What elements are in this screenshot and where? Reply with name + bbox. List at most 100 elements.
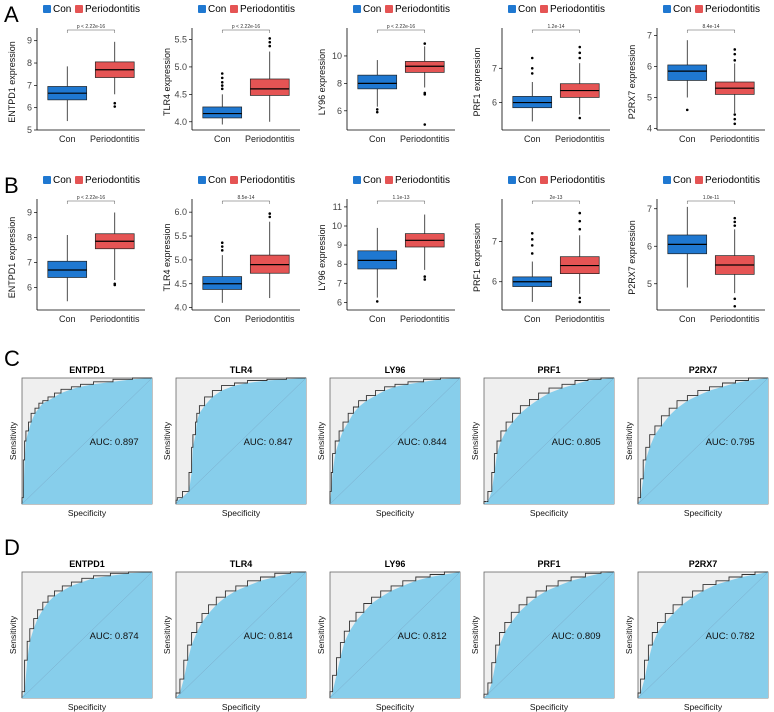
box-periodontitis-outlier	[113, 105, 117, 108]
roc-auc-label: AUC: 0.782	[706, 631, 755, 642]
roc-title: ENTPD1	[69, 365, 105, 375]
legend-label-periodontitis: Periodontitis	[395, 175, 450, 186]
box-con-outlier	[220, 84, 224, 87]
box-con-outlier	[220, 80, 224, 84]
y-tick-label: 9	[27, 36, 32, 46]
legend-swatch-con	[198, 176, 206, 184]
roc-curve	[483, 377, 614, 504]
y-tick-label: 4.0	[174, 303, 187, 313]
roc-d-ly96: LY96 AUC: 0.812 Specificity Sensitivity	[316, 559, 461, 712]
box-periodontitis-outlier	[733, 297, 737, 301]
pvalue-bracket	[221, 29, 271, 33]
y-tick-label: 6.0	[174, 207, 187, 217]
box-periodontitis-outlier	[733, 220, 737, 224]
roc-x-label: Specificity	[68, 702, 107, 712]
legend-label-periodontitis: Periodontitis	[395, 4, 450, 15]
legend-swatch-con	[43, 5, 51, 13]
box-periodontitis-outlier	[733, 216, 737, 220]
roc-c-prf1: PRF1 AUC: 0.805 Specificity Sensitivity	[470, 365, 615, 518]
pvalue-label: p < 2.22e-16	[77, 24, 105, 30]
roc-diagonal	[175, 571, 307, 699]
box-periodontitis-outlier	[423, 91, 427, 95]
y-tick-label: 7	[647, 31, 652, 41]
legend-label-con: Con	[363, 175, 381, 186]
legend-swatch-periodontitis	[385, 176, 393, 184]
y-axis-label: LY96 expression	[317, 224, 327, 290]
legend-swatch-con	[663, 5, 671, 13]
box-con-outlier	[220, 245, 224, 248]
y-tick-label: 10	[332, 51, 342, 61]
legend-label-periodontitis: Periodontitis	[85, 4, 140, 15]
box-periodontitis-outlier	[733, 117, 737, 121]
roc-c-entpd1: ENTPD1 AUC: 0.897 Specificity Sensitivity	[8, 365, 153, 518]
pvalue-label: p < 2.22e-16	[77, 195, 105, 201]
box-con-iqr	[202, 276, 243, 290]
box-periodontitis-outlier	[578, 116, 582, 120]
roc-title: LY96	[385, 365, 406, 375]
box-periodontitis-outlier	[733, 52, 737, 56]
box-periodontitis-outlier	[423, 123, 427, 126]
roc-x-label: Specificity	[68, 508, 107, 518]
y-tick-label: 8	[337, 78, 342, 88]
panel-letter-a: A	[4, 2, 19, 27]
y-tick-label: 4.0	[174, 117, 187, 127]
box-periodontitis-outlier	[578, 45, 582, 49]
roc-curve	[175, 377, 306, 504]
roc-title: TLR4	[230, 559, 253, 569]
y-tick-label: 4	[647, 123, 652, 133]
box-periodontitis-outlier	[733, 122, 737, 126]
roc-curve	[637, 571, 768, 698]
y-tick-label: 6	[647, 62, 652, 72]
roc-diagonal	[329, 377, 461, 505]
roc-x-label: Specificity	[684, 508, 723, 518]
y-axis-label: PRF1 expression	[472, 223, 482, 292]
box-con-outlier	[375, 108, 379, 111]
legend-swatch-periodontitis	[230, 5, 238, 13]
roc-c-p2rx7: P2RX7 AUC: 0.795 Specificity Sensitivity	[624, 365, 769, 518]
roc-diagonal	[637, 571, 769, 699]
roc-title: TLR4	[230, 365, 253, 375]
y-axis-label: P2RX7 expression	[627, 220, 637, 295]
roc-y-label: Sensitivity	[8, 615, 18, 654]
legend-swatch-periodontitis	[540, 176, 548, 184]
pvalue-label: p < 2.22e-16	[387, 24, 415, 30]
roc-diagonal	[175, 377, 307, 505]
box-con-outlier	[220, 76, 224, 80]
y-tick-label: 5.0	[174, 62, 187, 72]
boxplot-b-ly96: Con Periodontitis 6 7 8 9 10 11 LY96 expression 1…	[317, 175, 455, 324]
roc-curve	[175, 571, 306, 698]
x-tick-label-con: Con	[524, 314, 541, 324]
box-con-outlier	[375, 300, 379, 303]
boxplot-b-p2rx7: Con Periodontitis 5 6 7 P2RX7 expression 1.0e-…	[627, 175, 765, 324]
boxplot-a-entpd1: Con Periodontitis 5 6 7 8 9 ENTPD1 expression p …	[7, 4, 145, 144]
box-periodontitis-outlier	[733, 304, 737, 308]
box-con-outlier	[220, 249, 224, 252]
pvalue-label: 1.1e-13	[393, 195, 410, 201]
x-tick-label-periodontitis: Periodontitis	[555, 134, 605, 144]
roc-title: P2RX7	[689, 365, 718, 375]
x-tick-label-periodontitis: Periodontitis	[555, 314, 605, 324]
pvalue-bracket	[686, 29, 736, 33]
roc-y-label: Sensitivity	[316, 615, 326, 654]
roc-x-label: Specificity	[684, 702, 723, 712]
boxplot-a-p2rx7: Con Periodontitis 4 5 6 7 P2RX7 expression 8.4e…	[627, 4, 765, 144]
pvalue-bracket	[686, 200, 736, 204]
x-tick-label-con: Con	[59, 134, 76, 144]
y-tick-label: 11	[333, 202, 342, 212]
roc-diagonal	[21, 571, 153, 699]
pvalue-label: 1.0e-11	[703, 195, 720, 201]
roc-auc-label: AUC: 0.814	[244, 631, 293, 642]
roc-curve	[21, 377, 152, 504]
legend-label-con: Con	[53, 175, 71, 186]
roc-diagonal	[329, 571, 461, 699]
pvalue-bracket	[66, 200, 116, 204]
box-con-outlier	[685, 108, 689, 112]
y-tick-label: 9	[337, 240, 342, 250]
y-axis-label: TLR4 expression	[162, 223, 172, 291]
legend-label-periodontitis: Periodontitis	[85, 175, 140, 186]
roc-curve	[21, 571, 152, 698]
box-periodontitis-outlier	[423, 275, 427, 278]
legend-swatch-con	[43, 176, 51, 184]
panel-letter-b: B	[4, 173, 19, 198]
